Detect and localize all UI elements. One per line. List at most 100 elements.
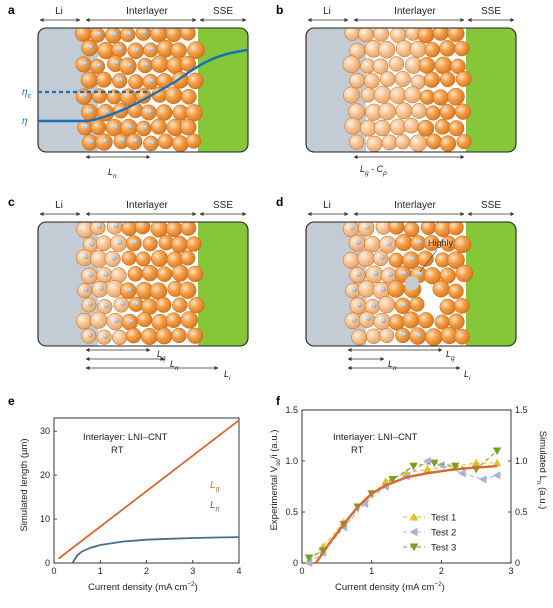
interlayer-particle	[351, 329, 368, 346]
chart-e: Interlayer: LNI–CNT RT Current density (…	[19, 417, 242, 593]
void-defect	[405, 276, 419, 290]
x-tick-label: 2	[439, 566, 444, 576]
chart-e-annotation: Interlayer: LNI–CNT	[83, 432, 168, 443]
y-tick-label-right: 1.5	[515, 405, 528, 415]
interlayer-particle	[454, 41, 470, 57]
cell-outline	[305, 27, 517, 153]
lithium-nucleus	[113, 124, 119, 130]
legend-marker-test-2	[409, 527, 418, 537]
x-tick-label: 3	[190, 566, 195, 576]
lithium-nucleus	[83, 287, 89, 293]
cell-outline	[37, 221, 249, 347]
legend-lg: Lg	[210, 480, 220, 493]
interlayer-particle	[432, 89, 449, 106]
interlayer-particle	[357, 280, 376, 298]
interlayer-particle	[180, 250, 196, 266]
legend-label-test-1: Test 1	[431, 513, 456, 524]
interlayer-particle	[454, 328, 470, 345]
lithium-nucleus	[84, 123, 90, 130]
y-tick-label-right: 1.0	[515, 456, 528, 466]
chart-f-ylabel-right: Simulated Ln (a.u.)	[535, 431, 548, 510]
schematic-panels: Li Interlayer SSE Li Interlayer SSE Li Interlay…	[37, 6, 517, 370]
interlayer-particle	[187, 41, 205, 59]
legend-label-test-3: Test 3	[431, 543, 456, 554]
interlayer-particle	[140, 328, 158, 346]
interlayer-particle	[156, 73, 173, 89]
interlayer-particle	[95, 71, 112, 88]
legend-marker-test-1	[409, 512, 419, 521]
interlayer-particle	[432, 28, 449, 41]
overpotential-curve	[38, 48, 249, 123]
lithium-nucleus	[126, 62, 132, 68]
interlayer-particle	[121, 222, 138, 237]
data-point-test-2	[360, 499, 369, 509]
data-point-test-3	[388, 476, 397, 484]
lithium-nucleus	[127, 287, 133, 293]
data-point-test-2	[492, 471, 501, 480]
interlayer-particle	[388, 252, 404, 268]
interlayer-particle	[378, 102, 397, 121]
lithium-nucleus	[128, 318, 134, 324]
schematic-panel-a: Li Interlayer SSE	[37, 6, 249, 159]
interlayer-particle	[403, 117, 420, 134]
chart-f-annotation-rt: RT	[351, 445, 364, 456]
lithium-nucleus	[351, 317, 358, 323]
interlayer-particle	[125, 327, 142, 344]
interlayer-particle	[439, 267, 456, 284]
interlayer-particle	[402, 311, 420, 329]
interlayer-particle	[373, 28, 390, 42]
interlayer-particle	[417, 119, 435, 137]
chart-f-annotation: Interlayer: LNI–CNT	[333, 432, 418, 443]
interlayer-particle	[179, 281, 197, 299]
interlayer-particle	[453, 235, 472, 253]
overpotential-overlay: ηc η	[22, 87, 32, 127]
region-label-interlayer: Interlayer	[394, 200, 436, 211]
data-point-test-2	[437, 460, 445, 470]
interlayer-particle	[80, 71, 98, 89]
interlayer-particle	[142, 236, 158, 252]
lithium-nucleus	[98, 285, 104, 291]
lithium-nucleus	[142, 124, 148, 131]
interlayer-particle	[447, 251, 465, 269]
lithium-nucleus	[410, 256, 416, 262]
lithium-nucleus	[118, 77, 124, 83]
interlayer-particle	[447, 87, 465, 106]
panel-label-b: b	[276, 3, 283, 17]
interlayer-particle	[165, 222, 183, 238]
interlayer-particle	[170, 42, 187, 59]
interlayer-particle	[426, 133, 442, 150]
interlayer-particle	[417, 312, 434, 329]
lithium-nucleus	[104, 109, 110, 115]
highly-label: Highly	[428, 238, 454, 248]
lithium-nucleus	[149, 78, 155, 84]
data-point-test-2	[304, 558, 313, 568]
interlayer-particle	[434, 118, 451, 135]
interlayer-particle	[348, 103, 365, 121]
interlayer-particle	[180, 55, 196, 72]
interlayer-particle	[417, 250, 434, 267]
schematic-panel-c: Li Interlayer SSE	[37, 200, 249, 370]
interlayer-particle	[150, 222, 169, 238]
interlayer-particle	[417, 28, 435, 44]
interlayer-particle	[111, 329, 128, 346]
lithium-nucleus	[120, 301, 126, 307]
interlayer-particle	[439, 71, 456, 88]
interlayer-particle	[150, 118, 167, 135]
interlayer-particle	[90, 311, 108, 329]
lithium-nucleus	[356, 302, 363, 308]
lithium-nucleus	[89, 241, 95, 247]
schematic-panel-d: Li Interlayer SSE	[305, 200, 517, 370]
chart-f: Interlayer: LNI–CNT RT Current density (…	[269, 405, 548, 593]
interlayer-particle	[455, 264, 474, 283]
region-label-li: Li	[55, 200, 63, 211]
interlayer-particle	[186, 236, 202, 252]
interlayer-particle	[373, 119, 391, 137]
data-point-test-2	[423, 456, 431, 466]
interlayer-particle	[439, 135, 457, 152]
interlayer-particle	[171, 135, 189, 152]
region-label-sse: SSE	[213, 6, 233, 17]
chart-e-ylabel: Simulated length (μm)	[19, 438, 30, 531]
eta-c-label: η	[22, 87, 28, 98]
lithium-nucleus	[117, 239, 123, 245]
lithium-nucleus	[149, 46, 155, 52]
